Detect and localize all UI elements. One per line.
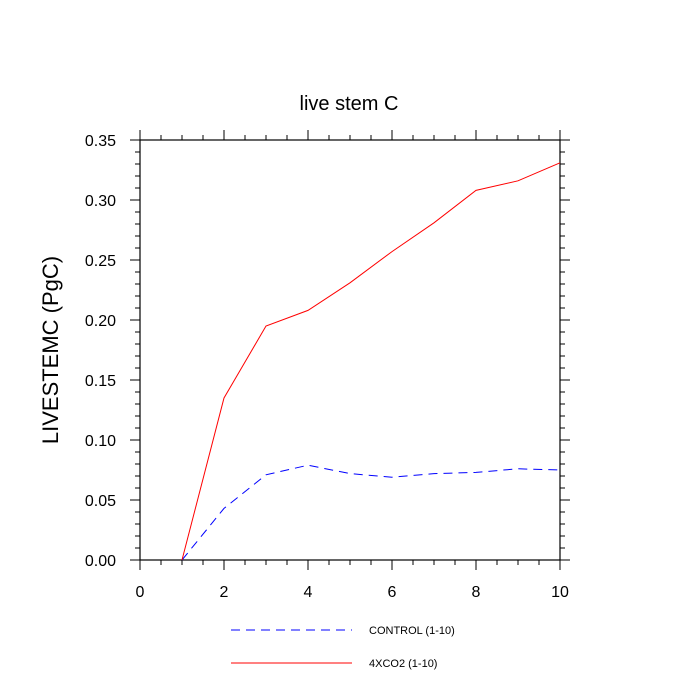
series-line-1 xyxy=(181,464,561,561)
y-tick-label: 0.35 xyxy=(85,133,116,150)
legend: CONTROL (1-10) 4XCO2 (1-10) xyxy=(231,625,455,670)
legend-label-1: CONTROL (1-10) xyxy=(369,625,455,637)
legend-label-2: 4XCO2 (1-10) xyxy=(369,658,437,670)
y-tick-label: 0.30 xyxy=(85,193,116,210)
y-tick-label: 0.25 xyxy=(85,253,116,270)
x-tick-label: 4 xyxy=(304,584,313,601)
y-tick-label: 0.00 xyxy=(85,553,116,570)
marks-layer: 0 2 4 6 8 10 0.00 0.05 0.10 0.15 0.20 0.25 0.30 0.35 xyxy=(85,130,570,601)
x-tick-label: 8 xyxy=(472,584,481,601)
x-tick-label: 6 xyxy=(388,584,397,601)
x-tick-label: 10 xyxy=(551,584,569,601)
y-tick-label: 0.10 xyxy=(85,433,116,450)
y-tick-label: 0.15 xyxy=(85,373,116,390)
y-tick-label: 0.20 xyxy=(85,313,116,330)
series-line-2 xyxy=(181,162,561,561)
y-tick-label: 0.05 xyxy=(85,493,116,510)
plot-frame xyxy=(139,139,561,561)
x-tick-label: 0 xyxy=(136,584,145,601)
chart-title: live stem C xyxy=(300,93,399,115)
x-tick-label: 2 xyxy=(220,584,229,601)
y-axis-label: LIVESTEMC (PgC) xyxy=(38,256,63,444)
